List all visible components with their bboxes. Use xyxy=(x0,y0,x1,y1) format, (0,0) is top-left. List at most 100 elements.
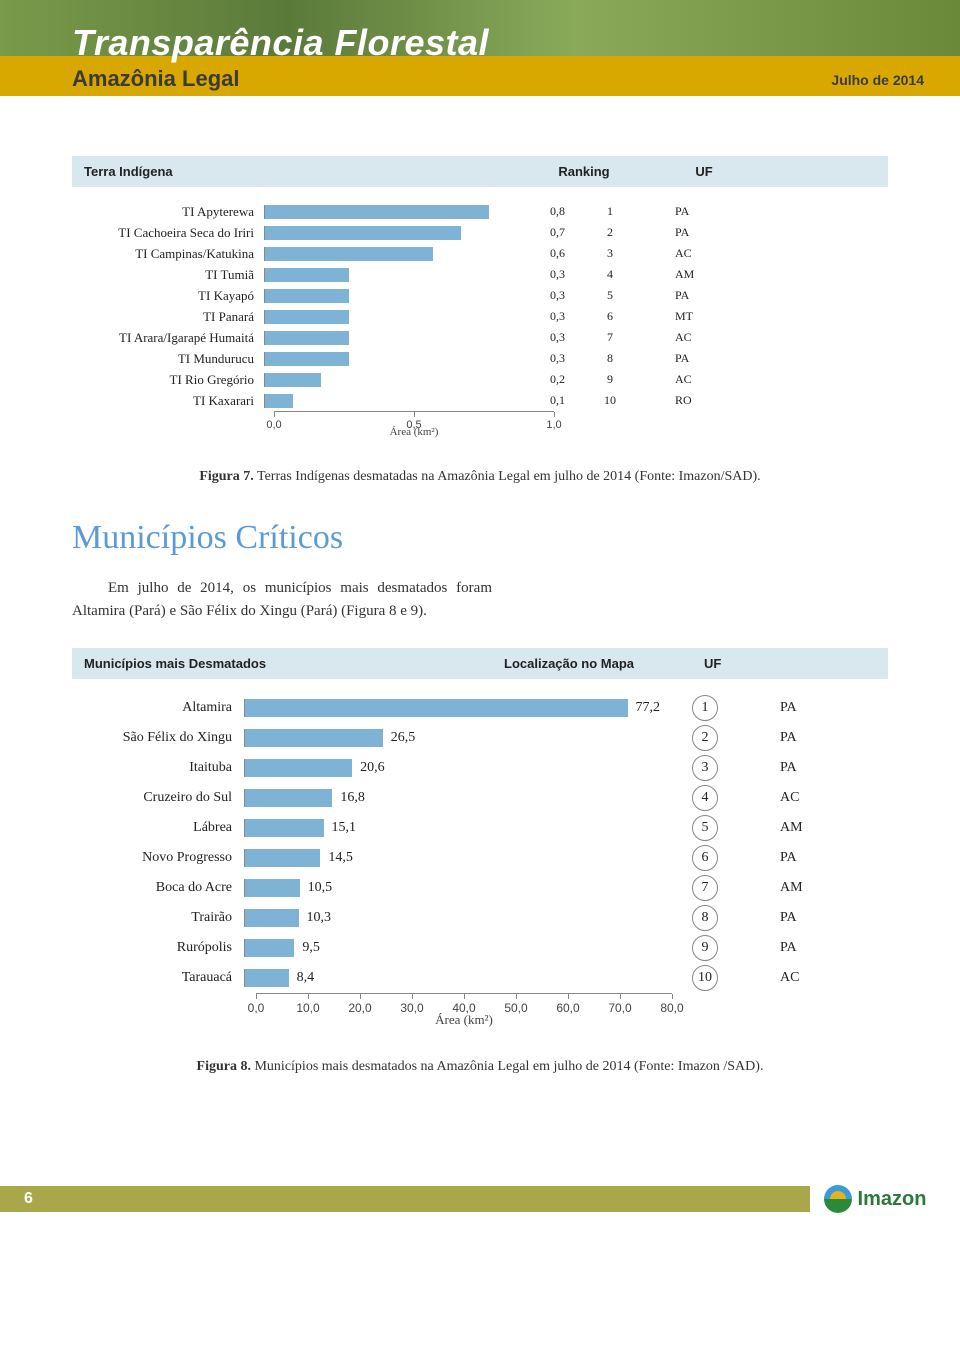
chart1-bar-fill xyxy=(265,289,349,303)
subtitle: Amazônia Legal xyxy=(72,66,239,92)
chart1-bar-fill xyxy=(265,268,349,282)
caption1-text: Terras Indígenas desmatadas na Amazônia … xyxy=(254,469,761,484)
chart2-tick: 60,0 xyxy=(554,994,582,1015)
chart2-bar-fill xyxy=(245,909,299,927)
content: Terra Indígena Ranking UF TI Apyterewa0,… xyxy=(0,96,960,1139)
chart2-tick: 10,0 xyxy=(294,994,322,1015)
chart2-row-label: Boca do Acre xyxy=(84,880,244,896)
main-title: Transparência Florestal xyxy=(72,22,489,64)
chart1-header-uf: UF xyxy=(654,164,754,179)
chart2-uf: PA xyxy=(750,700,820,716)
chart2-uf: AM xyxy=(750,880,820,896)
chart2-bar-fill xyxy=(245,819,324,837)
chart1-rank: 9 xyxy=(565,372,655,387)
chart1: Terra Indígena Ranking UF TI Apyterewa0,… xyxy=(72,156,888,447)
section-title: Municípios Críticos xyxy=(72,519,888,557)
chart2-rank: 1 xyxy=(660,695,750,721)
chart1-row-label: TI Panará xyxy=(84,309,264,325)
chart2-bar-track: 10,3 xyxy=(244,909,660,927)
chart1-bar-track xyxy=(264,226,544,240)
chart2-header-label: Municípios mais Desmatados xyxy=(84,656,504,671)
page: Transparência Florestal Amazônia Legal J… xyxy=(0,0,960,1229)
chart1-row-label: TI Campinas/Katukina xyxy=(84,246,264,262)
chart1-row: TI Rio Gregório 0,29AC xyxy=(84,369,876,390)
chart2-row: Trairão10,38PA xyxy=(84,903,876,933)
chart1-tick: 0,5 xyxy=(404,412,424,431)
chart1-rank: 4 xyxy=(565,267,655,282)
chart1-rank: 7 xyxy=(565,330,655,345)
chart1-bar-value: 0,3 xyxy=(544,309,565,324)
chart1-bar-value: 0,2 xyxy=(544,372,565,387)
chart2-bar-track: 14,5 xyxy=(244,849,660,867)
body-text: Em julho de 2014, os municípios mais des… xyxy=(72,577,492,622)
chart1-row: TI Apyterewa0,81PA xyxy=(84,201,876,222)
chart1-row-label: TI Tumiã xyxy=(84,267,264,283)
chart1-rank: 3 xyxy=(565,246,655,261)
footer: 6 Imazon xyxy=(0,1169,960,1229)
chart2-axis-track: 0,010,020,030,040,050,060,070,080,0Área … xyxy=(256,993,672,1028)
chart1-bar-track xyxy=(264,394,544,408)
chart2-row: Altamira77,21PA xyxy=(84,693,876,723)
chart1-uf: MT xyxy=(655,309,725,324)
page-number: 6 xyxy=(24,1190,33,1208)
chart1-bar-fill xyxy=(265,205,489,219)
chart1-row-label: TI Mundurucu xyxy=(84,351,264,367)
chart2-bar-value: 77,2 xyxy=(628,700,661,716)
chart2-bar-fill xyxy=(245,969,289,987)
chart1-tick: 1,0 xyxy=(544,412,564,431)
chart1-row-label: TI Rio Gregório xyxy=(84,372,264,388)
chart2-uf: PA xyxy=(750,730,820,746)
rank-circle: 1 xyxy=(692,695,718,721)
chart2-bar-value: 10,5 xyxy=(300,880,333,896)
chart1-bar-fill xyxy=(265,373,321,387)
title-block: Transparência Florestal Amazônia Legal xyxy=(72,22,489,92)
chart1-bar-track xyxy=(264,268,544,282)
chart2-header: Municípios mais Desmatados Localização n… xyxy=(72,648,888,679)
header-band: Transparência Florestal Amazônia Legal J… xyxy=(0,56,960,96)
chart1-bar-fill xyxy=(265,310,349,324)
chart1-uf: AC xyxy=(655,372,725,387)
rank-circle: 2 xyxy=(692,725,718,751)
chart1-body: TI Apyterewa0,81PA TI Cachoeira Seca do I… xyxy=(72,187,888,447)
chart2-row-label: Novo Progresso xyxy=(84,850,244,866)
chart1-uf: PA xyxy=(655,225,725,240)
chart2-axis: 0,010,020,030,040,050,060,070,080,0Área … xyxy=(84,993,876,1033)
rank-circle: 8 xyxy=(692,905,718,931)
logo-icon xyxy=(824,1185,852,1213)
chart1-bar-fill xyxy=(265,394,293,408)
chart2-bar-fill xyxy=(245,879,300,897)
chart2-row: Tarauacá8,410AC xyxy=(84,963,876,993)
footer-bar: 6 xyxy=(0,1186,810,1212)
chart1-row: TI Campinas/Katukina0,63AC xyxy=(84,243,876,264)
chart1-bar-track xyxy=(264,289,544,303)
chart2-row-label: Lábrea xyxy=(84,820,244,836)
chart1-bar-fill xyxy=(265,226,461,240)
chart1-bar-value: 0,8 xyxy=(544,204,565,219)
chart1-bar-track xyxy=(264,352,544,366)
chart1-uf: PA xyxy=(655,204,725,219)
chart2-bar-track: 9,5 xyxy=(244,939,660,957)
caption2-bold: Figura 8. xyxy=(197,1059,251,1074)
chart2-uf: PA xyxy=(750,940,820,956)
chart1-uf: AC xyxy=(655,246,725,261)
chart2-bar-fill xyxy=(245,729,383,747)
chart1-row: TI Panará0,36MT xyxy=(84,306,876,327)
chart1-rank: 2 xyxy=(565,225,655,240)
chart2-row: Rurópolis9,59PA xyxy=(84,933,876,963)
caption1-bold: Figura 7. xyxy=(199,469,253,484)
chart2-bar-value: 15,1 xyxy=(324,820,357,836)
chart2-rank: 4 xyxy=(660,785,750,811)
rank-circle: 7 xyxy=(692,875,718,901)
chart1-bar-track xyxy=(264,310,544,324)
logo: Imazon xyxy=(810,1185,960,1213)
chart2-row-label: Trairão xyxy=(84,910,244,926)
chart1-row-label: TI Cachoeira Seca do Iriri xyxy=(84,225,264,241)
chart1-axis: 0,00,51,0Área (km²) xyxy=(84,411,876,443)
chart2-bar-fill xyxy=(245,789,332,807)
chart1-uf: AM xyxy=(655,267,725,282)
chart2-bar-track: 26,5 xyxy=(244,729,660,747)
chart2-bar-value: 8,4 xyxy=(289,970,315,986)
chart1-row-label: TI Kaxarari xyxy=(84,393,264,409)
chart1-header-label: Terra Indígena xyxy=(84,164,514,179)
chart1-bar-value: 0,3 xyxy=(544,330,565,345)
